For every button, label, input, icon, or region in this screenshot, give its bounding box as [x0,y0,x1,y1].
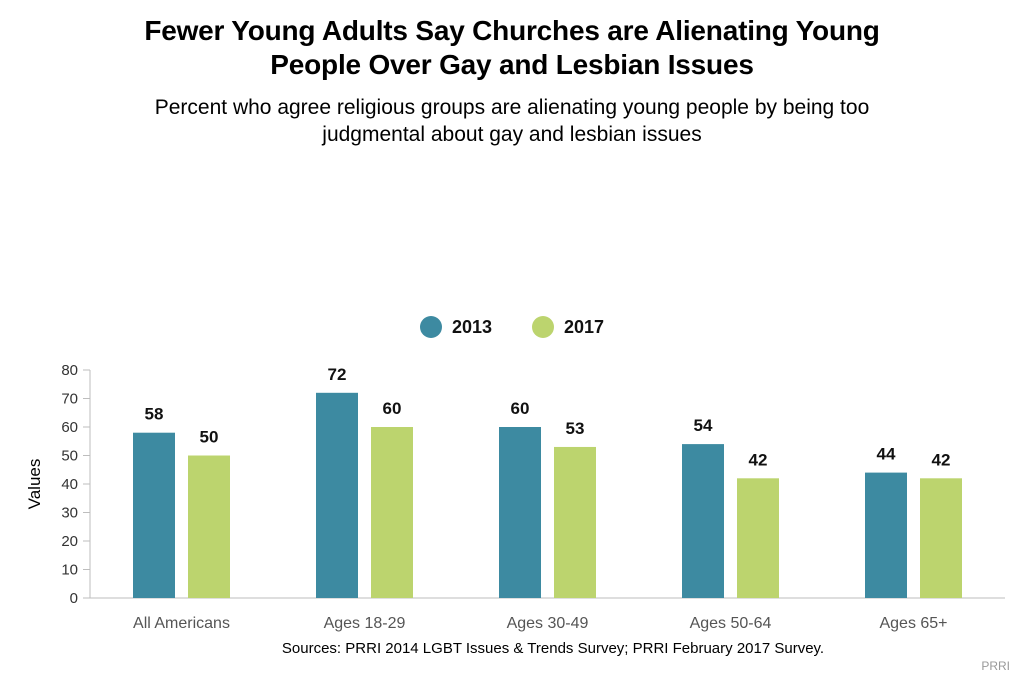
brand-label: PRRI [981,659,1010,673]
legend-label-2017: 2017 [564,316,605,337]
bar-2013-all-americans [133,432,175,598]
y-tick-label: 80 [61,362,78,379]
source-note: Sources: PRRI 2014 LGBT Issues & Trends … [281,640,825,657]
bar-2013-ages-18-29 [316,392,358,598]
bar-2017-ages-18-29 [371,427,413,598]
data-label: 72 [328,365,347,384]
x-tick-label: All Americans [133,615,230,632]
legend-label-2013: 2013 [451,316,492,337]
y-tick-label: 20 [61,533,78,550]
chart-subtitle-line-2: judgmental about gay and lesbian issues [322,123,702,146]
legend-swatch-2013 [419,316,442,338]
data-label: 54 [694,416,713,435]
y-tick-label: 30 [61,505,78,522]
bar-2017-ages-30-49 [554,446,596,598]
x-tick-label: Ages 65+ [879,615,947,632]
chart-subtitle: Percent who agree religious groups are a… [60,94,964,148]
x-tick-label: Ages 30-49 [507,615,589,632]
data-label: 53 [566,419,585,438]
data-label: 42 [932,450,951,469]
chart-title: Fewer Young Adults Say Churches are Alie… [0,14,1024,82]
bar-2017-all-americans [188,455,230,598]
chart-legend: 2013 2017 [0,316,1024,338]
legend-swatch-2017 [532,316,554,338]
chart-subtitle-line-1: Percent who agree religious groups are a… [154,96,870,119]
data-label: 60 [511,399,530,418]
bar-2013-ages-50-64 [682,444,724,598]
data-label: 60 [383,399,402,418]
y-tick-label: 10 [61,562,78,579]
legend-item-2013[interactable]: 2013 [419,316,492,338]
bar-2013-ages-65- [865,472,907,598]
chart-title-line-2: People Over Gay and Lesbian Issues [270,49,754,80]
bar-2013-ages-30-49 [499,427,541,598]
y-tick-label: 0 [70,590,78,607]
data-label: 58 [145,405,164,424]
data-label: 50 [200,428,219,447]
y-tick-label: 60 [61,419,78,436]
x-tick-label: Ages 50-64 [690,615,772,632]
x-tick-label: Ages 18-29 [324,615,406,632]
bar-2017-ages-50-64 [737,478,779,598]
y-tick-label: 50 [61,448,78,465]
y-tick-label: 40 [61,476,78,493]
chart-title-line-1: Fewer Young Adults Say Churches are Alie… [144,15,880,46]
legend-item-2017[interactable]: 2017 [532,316,604,338]
data-label: 44 [877,445,896,464]
data-label: 42 [749,450,768,469]
y-axis-title: Values [25,459,44,510]
bar-2017-ages-65- [920,478,962,598]
y-tick-label: 70 [61,391,78,408]
